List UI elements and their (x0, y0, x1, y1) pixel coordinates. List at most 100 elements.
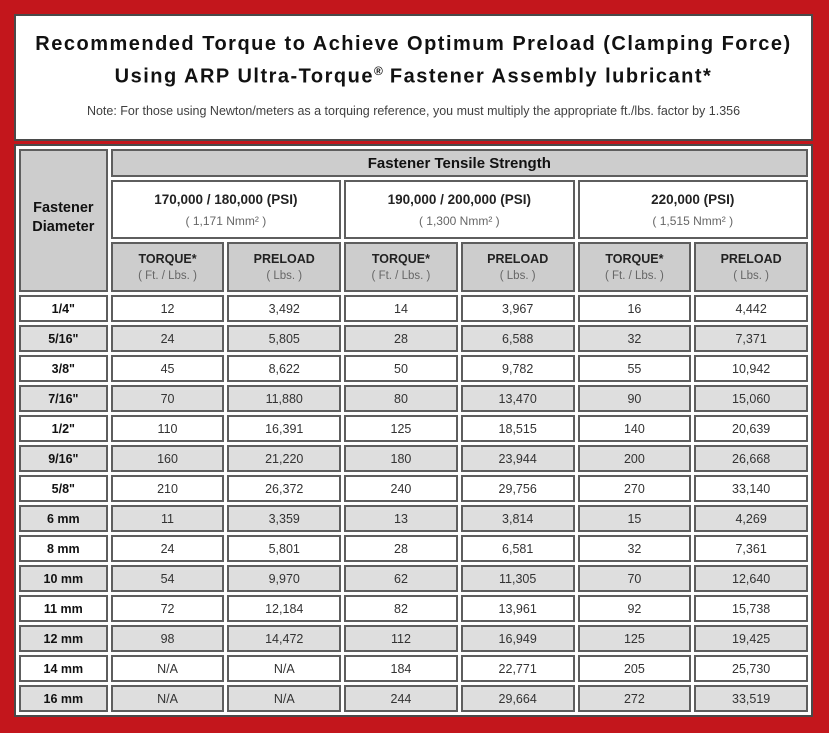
col-header-preload-170: PRELOAD ( Lbs. ) (227, 242, 342, 292)
table-row: 9/16" 160 21,220 180 23,944 200 26,668 (19, 445, 808, 472)
preload-220-cell: 10,942 (694, 355, 808, 382)
torque-170-cell: 12 (110, 295, 225, 322)
fastener-diameter-cell: 14 mm (19, 655, 108, 682)
torque-190-cell: 240 (344, 475, 458, 502)
title-box: Recommended Torque to Achieve Optimum Pr… (14, 14, 813, 141)
preload-220-cell: 33,519 (694, 685, 808, 712)
preload-170-cell: 16,391 (227, 415, 342, 442)
torque-header-unit: ( Ft. / Lbs. ) (371, 270, 431, 282)
registered-trademark-symbol: ® (373, 64, 383, 78)
nmm-label: ( 1,515 Nmm² ) (652, 213, 734, 228)
preload-220-cell: 12,640 (694, 565, 808, 592)
preload-190-cell: 3,967 (460, 295, 575, 322)
preload-header-unit: ( Lbs. ) (266, 270, 303, 282)
preload-header-unit: ( Lbs. ) (499, 270, 536, 282)
table-row: 11 mm 72 12,184 82 13,961 92 15,738 (19, 595, 808, 622)
preload-header-label: PRELOAD (487, 252, 549, 266)
document-title-line1: Recommended Torque to Achieve Optimum Pr… (35, 33, 792, 55)
nmm-label: ( 1,300 Nmm² ) (418, 213, 500, 228)
torque-220-cell: 270 (577, 475, 692, 502)
torque-190-cell: 244 (344, 685, 458, 712)
fastener-diameter-cell: 1/4" (19, 295, 108, 322)
preload-170-cell: 3,359 (227, 505, 342, 532)
torque-220-cell: 32 (577, 325, 692, 352)
torque-220-cell: 15 (577, 505, 692, 532)
torque-170-cell: N/A (110, 685, 225, 712)
psi-label: 190,000 / 200,000 (PSI) (387, 191, 531, 207)
preload-170-cell: 11,880 (227, 385, 342, 412)
preload-190-cell: 13,961 (460, 595, 575, 622)
preload-220-cell: 15,060 (694, 385, 808, 412)
tensile-strength-header: Fastener Tensile Strength (110, 149, 808, 177)
col-header-preload-190: PRELOAD ( Lbs. ) (460, 242, 575, 292)
table-row: 14 mm N/A N/A 184 22,771 205 25,730 (19, 655, 808, 682)
torque-220-cell: 140 (577, 415, 692, 442)
psi-group-170-180: 170,000 / 180,000 (PSI) ( 1,171 Nmm² ) (110, 180, 342, 239)
corner-header-fastener-diameter: Fastener Diameter (19, 149, 108, 292)
torque-170-cell: 72 (110, 595, 225, 622)
fastener-diameter-cell: 10 mm (19, 565, 108, 592)
torque-220-cell: 200 (577, 445, 692, 472)
fastener-diameter-cell: 9/16" (19, 445, 108, 472)
preload-190-cell: 13,470 (460, 385, 575, 412)
torque-220-cell: 16 (577, 295, 692, 322)
preload-220-cell: 15,738 (694, 595, 808, 622)
torque-190-cell: 184 (344, 655, 458, 682)
tensile-strength-header-row: Fastener Diameter Fastener Tensile Stren… (19, 149, 808, 292)
torque-170-cell: 210 (110, 475, 225, 502)
preload-header-label: PRELOAD (253, 252, 315, 266)
preload-170-cell: 14,472 (227, 625, 342, 652)
torque-190-cell: 14 (344, 295, 458, 322)
fastener-diameter-cell: 7/16" (19, 385, 108, 412)
torque-170-cell: 11 (110, 505, 225, 532)
psi-group-220: 220,000 (PSI) ( 1,515 Nmm² ) (577, 180, 808, 239)
torque-header-label: TORQUE* (371, 252, 431, 266)
preload-220-cell: 33,140 (694, 475, 808, 502)
preload-220-cell: 4,442 (694, 295, 808, 322)
preload-190-cell: 18,515 (460, 415, 575, 442)
fastener-diameter-cell: 1/2" (19, 415, 108, 442)
preload-220-cell: 7,361 (694, 535, 808, 562)
torque-220-cell: 55 (577, 355, 692, 382)
torque-header-label: TORQUE* (605, 252, 664, 266)
psi-label: 220,000 (PSI) (651, 191, 735, 207)
torque-220-cell: 205 (577, 655, 692, 682)
fastener-diameter-cell: 3/8" (19, 355, 108, 382)
torque-header-label: TORQUE* (138, 252, 197, 266)
table-row: 12 mm 98 14,472 112 16,949 125 19,425 (19, 625, 808, 652)
preload-header-unit: ( Lbs. ) (733, 270, 770, 282)
conversion-note: Note: For those using Newton/meters as a… (86, 103, 741, 118)
preload-190-cell: 16,949 (460, 625, 575, 652)
torque-190-cell: 28 (344, 535, 458, 562)
torque-170-cell: 70 (110, 385, 225, 412)
torque-190-cell: 13 (344, 505, 458, 532)
torque-190-cell: 112 (344, 625, 458, 652)
psi-label: 170,000 / 180,000 (PSI) (154, 191, 298, 207)
preload-170-cell: N/A (227, 685, 342, 712)
col-header-torque-220: TORQUE* ( Ft. / Lbs. ) (577, 242, 692, 292)
fastener-diameter-cell: 16 mm (19, 685, 108, 712)
preload-220-cell: 25,730 (694, 655, 808, 682)
torque-190-cell: 82 (344, 595, 458, 622)
torque-170-cell: 45 (110, 355, 225, 382)
torque-220-cell: 92 (577, 595, 692, 622)
torque-spec-table: Fastener Diameter Fastener Tensile Stren… (14, 144, 813, 717)
preload-170-cell: 3,492 (227, 295, 342, 322)
torque-170-cell: 54 (110, 565, 225, 592)
title-line2-prefix: Using ARP Ultra-Torque (114, 65, 374, 88)
col-header-torque-190: TORQUE* ( Ft. / Lbs. ) (344, 242, 458, 292)
preload-220-cell: 26,668 (694, 445, 808, 472)
preload-170-cell: 8,622 (227, 355, 342, 382)
torque-190-cell: 80 (344, 385, 458, 412)
table-row: 5/8" 210 26,372 240 29,756 270 33,140 (19, 475, 808, 502)
torque-170-cell: 110 (110, 415, 225, 442)
fastener-diameter-cell: 11 mm (19, 595, 108, 622)
torque-220-cell: 70 (577, 565, 692, 592)
psi-group-header-row: 170,000 / 180,000 (PSI) ( 1,171 Nmm² ) 1… (19, 180, 808, 239)
preload-190-cell: 29,756 (460, 475, 575, 502)
torque-220-cell: 272 (577, 685, 692, 712)
torque-220-cell: 90 (577, 385, 692, 412)
torque-190-cell: 62 (344, 565, 458, 592)
torque-header-unit: ( Ft. / Lbs. ) (604, 270, 664, 282)
